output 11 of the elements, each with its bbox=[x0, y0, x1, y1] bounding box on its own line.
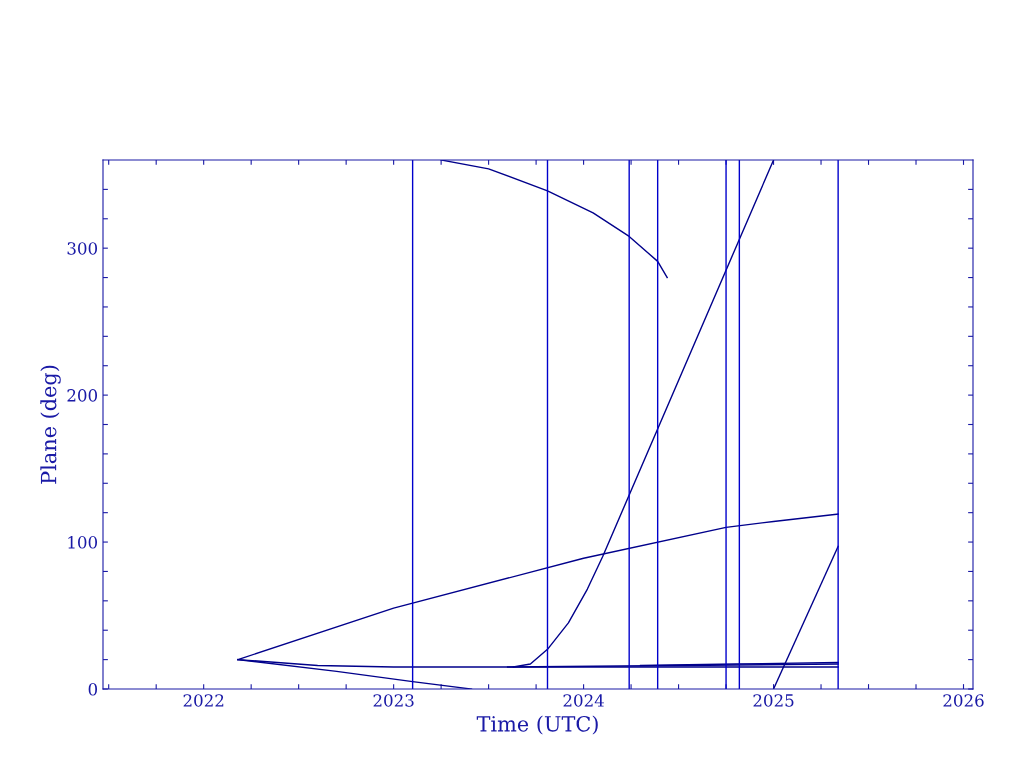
x-axis-title: Time (UTC) bbox=[476, 715, 598, 735]
y-tick-label: 300 bbox=[67, 242, 98, 255]
x-tick-label: 2026 bbox=[943, 694, 984, 707]
x-tick-label: 2025 bbox=[753, 694, 794, 707]
x-tick-label: 2023 bbox=[373, 694, 414, 707]
x-tick-label: 2022 bbox=[183, 694, 224, 707]
y-tick-label: 0 bbox=[88, 682, 98, 696]
y-tick-label: 100 bbox=[68, 536, 98, 549]
y-tick-label: 200 bbox=[67, 389, 98, 402]
y-axis-title: Plane (deg) bbox=[40, 365, 61, 484]
x-tick-label: 2024 bbox=[563, 694, 604, 707]
